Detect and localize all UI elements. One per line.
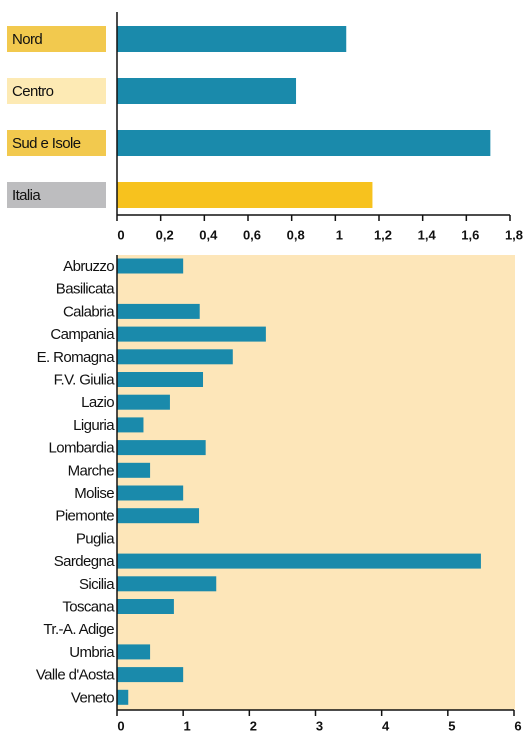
x-tick-label: 0,6	[243, 227, 261, 242]
x-tick-label: 3	[316, 718, 323, 733]
bar	[117, 689, 129, 705]
x-tick-label: 5	[448, 718, 455, 733]
category-label: Puglia	[76, 530, 115, 547]
category-label: E. Romagna	[37, 349, 116, 366]
bar	[117, 417, 144, 433]
x-tick-label: 1	[336, 227, 343, 242]
bar	[117, 326, 266, 342]
x-tick-label: 1,6	[461, 227, 479, 242]
bar	[117, 644, 151, 660]
category-label: Campania	[50, 326, 115, 343]
category-label: Lazio	[81, 394, 114, 411]
category-label: Nord	[12, 31, 42, 48]
category-label: Centro	[12, 83, 54, 100]
bar	[117, 553, 481, 569]
bar	[117, 303, 200, 319]
category-label: Piemonte	[55, 508, 114, 525]
bar	[117, 394, 170, 410]
category-label: Sicilia	[79, 576, 115, 593]
bar	[117, 130, 491, 156]
bar	[117, 78, 297, 104]
bar	[117, 667, 184, 683]
category-label: Italia	[12, 187, 41, 204]
plot-background	[117, 255, 515, 710]
bar	[117, 576, 217, 592]
bar	[117, 462, 151, 478]
x-tick-label: 2	[250, 718, 257, 733]
category-label: Valle d'Aosta	[36, 667, 115, 684]
x-tick-label: 0	[117, 718, 124, 733]
category-label: F.V. Giulia	[54, 371, 116, 388]
x-tick-label: 1,2	[374, 227, 392, 242]
x-tick-label: 6	[514, 718, 521, 733]
x-tick-label: 0	[117, 227, 124, 242]
bar	[117, 182, 373, 208]
category-box	[7, 182, 106, 208]
category-label: Calabria	[63, 303, 115, 320]
category-label: Umbria	[69, 644, 115, 661]
x-tick-label: 0,2	[156, 227, 174, 242]
category-label: Sardegna	[54, 553, 116, 570]
bar	[117, 599, 174, 614]
x-tick-label: 1	[184, 718, 191, 733]
category-box	[7, 78, 106, 104]
category-box	[7, 130, 106, 156]
category-label: Sud e Isole	[12, 135, 81, 152]
bar	[117, 372, 204, 387]
category-label: Toscana	[62, 598, 115, 615]
category-label: Lombardia	[49, 440, 116, 457]
x-tick-label: 0,4	[199, 227, 218, 242]
bar	[117, 258, 184, 274]
bar	[117, 508, 200, 524]
category-label: Tr.-A. Adige	[43, 621, 114, 638]
x-tick-label: 0,8	[287, 227, 305, 242]
category-label: Abruzzo	[63, 258, 114, 275]
x-tick-label: 4	[382, 718, 390, 733]
category-label: Marche	[68, 462, 115, 479]
x-tick-label: 1,8	[505, 227, 523, 242]
bar	[117, 26, 347, 52]
category-label: Liguria	[73, 417, 115, 434]
category-label: Molise	[74, 485, 114, 502]
category-label: Veneto	[71, 689, 114, 706]
x-tick-label: 1,4	[418, 227, 437, 242]
category-box	[7, 26, 106, 52]
bar	[117, 485, 184, 501]
bar	[117, 349, 233, 365]
category-label: Basilicata	[56, 281, 115, 298]
bar	[117, 440, 206, 456]
